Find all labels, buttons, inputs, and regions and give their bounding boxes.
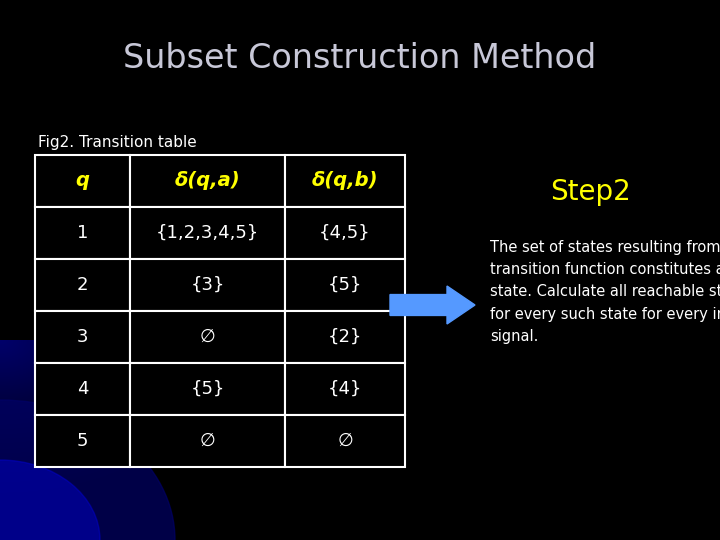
Ellipse shape [0,400,175,540]
Bar [285,363,405,415]
Bar [285,259,405,311]
Text: {2}: {2} [328,328,362,346]
Bar [285,415,405,467]
Text: {5}: {5} [190,380,225,398]
Bar [285,207,405,259]
Bar [35,259,130,311]
Bar [130,207,285,259]
Text: {3}: {3} [190,276,225,294]
Text: {4}: {4} [328,380,362,398]
Text: δ(q,b): δ(q,b) [312,172,378,191]
Text: 1: 1 [77,224,88,242]
Text: {5}: {5} [328,276,362,294]
Bar [35,155,130,207]
Text: δ(q,a): δ(q,a) [175,172,240,191]
Bar [130,311,285,363]
Bar [35,415,130,467]
Text: Subset Construction Method: Subset Construction Method [123,42,597,75]
Text: 3: 3 [77,328,89,346]
FancyArrow shape [390,286,475,324]
Text: {4,5}: {4,5} [319,224,371,242]
Text: 5: 5 [77,432,89,450]
Bar [130,363,285,415]
Text: 2: 2 [77,276,89,294]
Text: Step2: Step2 [549,178,631,206]
Bar [35,363,130,415]
Bar [285,155,405,207]
Text: ∅: ∅ [199,432,215,450]
Bar [130,259,285,311]
Bar [35,311,130,363]
Bar [130,155,285,207]
Bar [285,311,405,363]
Text: ∅: ∅ [199,328,215,346]
Ellipse shape [0,460,100,540]
Bar [130,415,285,467]
Text: The set of states resulting from every
transition function constitutes a new
sta: The set of states resulting from every t… [490,240,720,344]
Bar [35,207,130,259]
Text: Fig2. Transition table: Fig2. Transition table [38,135,197,150]
Text: ∅: ∅ [337,432,353,450]
Text: {1,2,3,4,5}: {1,2,3,4,5} [156,224,259,242]
Text: 4: 4 [77,380,89,398]
Text: q: q [76,172,89,191]
